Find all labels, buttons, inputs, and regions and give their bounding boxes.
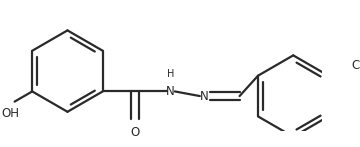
Text: O: O (130, 126, 140, 139)
Text: N: N (166, 85, 175, 98)
Text: OH: OH (1, 107, 19, 120)
Text: Cl: Cl (351, 59, 360, 72)
Text: N: N (200, 90, 209, 103)
Text: H: H (167, 69, 174, 79)
